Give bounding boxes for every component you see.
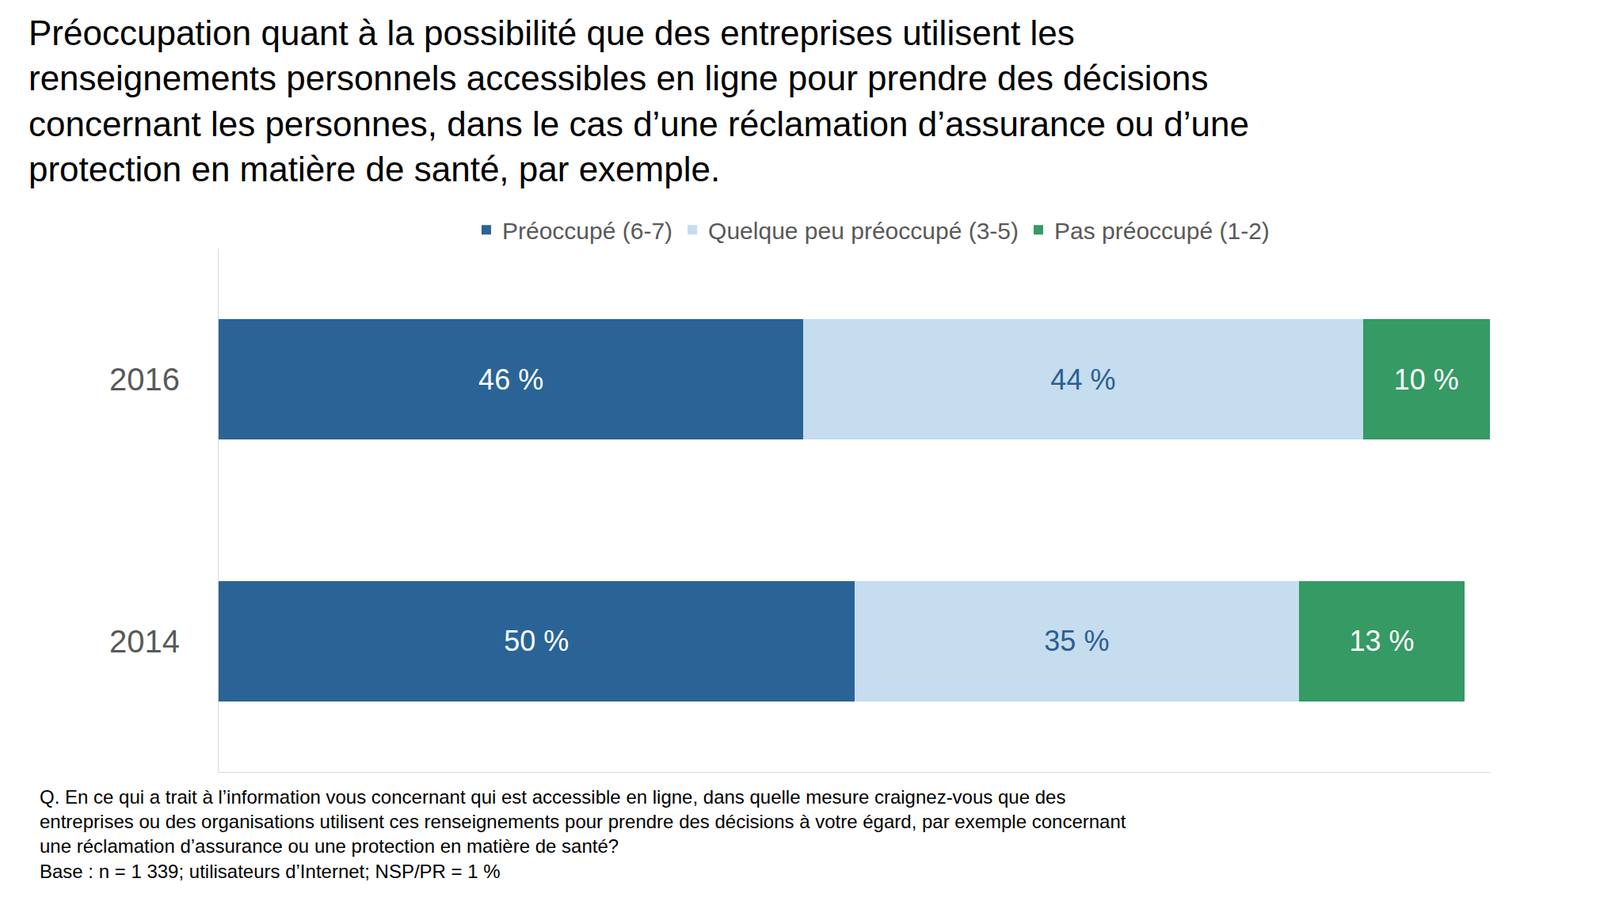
svg-text:2014: 2014 — [109, 624, 180, 660]
svg-text:44 %: 44 % — [1050, 363, 1116, 397]
svg-text:10 %: 10 % — [1394, 363, 1460, 397]
svg-text:50 %: 50 % — [503, 624, 569, 658]
svg-text:2016: 2016 — [109, 361, 180, 397]
svg-text:Q. En ce qui a trait à l’infor: Q. En ce qui a trait à l’information vou… — [39, 786, 1127, 883]
svg-text:13 %: 13 % — [1349, 624, 1415, 658]
svg-text:46 %: 46 % — [478, 363, 544, 397]
svg-text:Pas préoccupé (1-2): Pas préoccupé (1-2) — [1054, 217, 1270, 244]
svg-text:Quelque peu préoccupé (3-5): Quelque peu préoccupé (3-5) — [708, 217, 1019, 244]
svg-text:Préoccupation quant à la possi: Préoccupation quant à la possibilité que… — [28, 13, 1250, 189]
svg-text:35 %: 35 % — [1043, 624, 1109, 658]
svg-text:Préoccupé (6-7): Préoccupé (6-7) — [502, 217, 673, 244]
